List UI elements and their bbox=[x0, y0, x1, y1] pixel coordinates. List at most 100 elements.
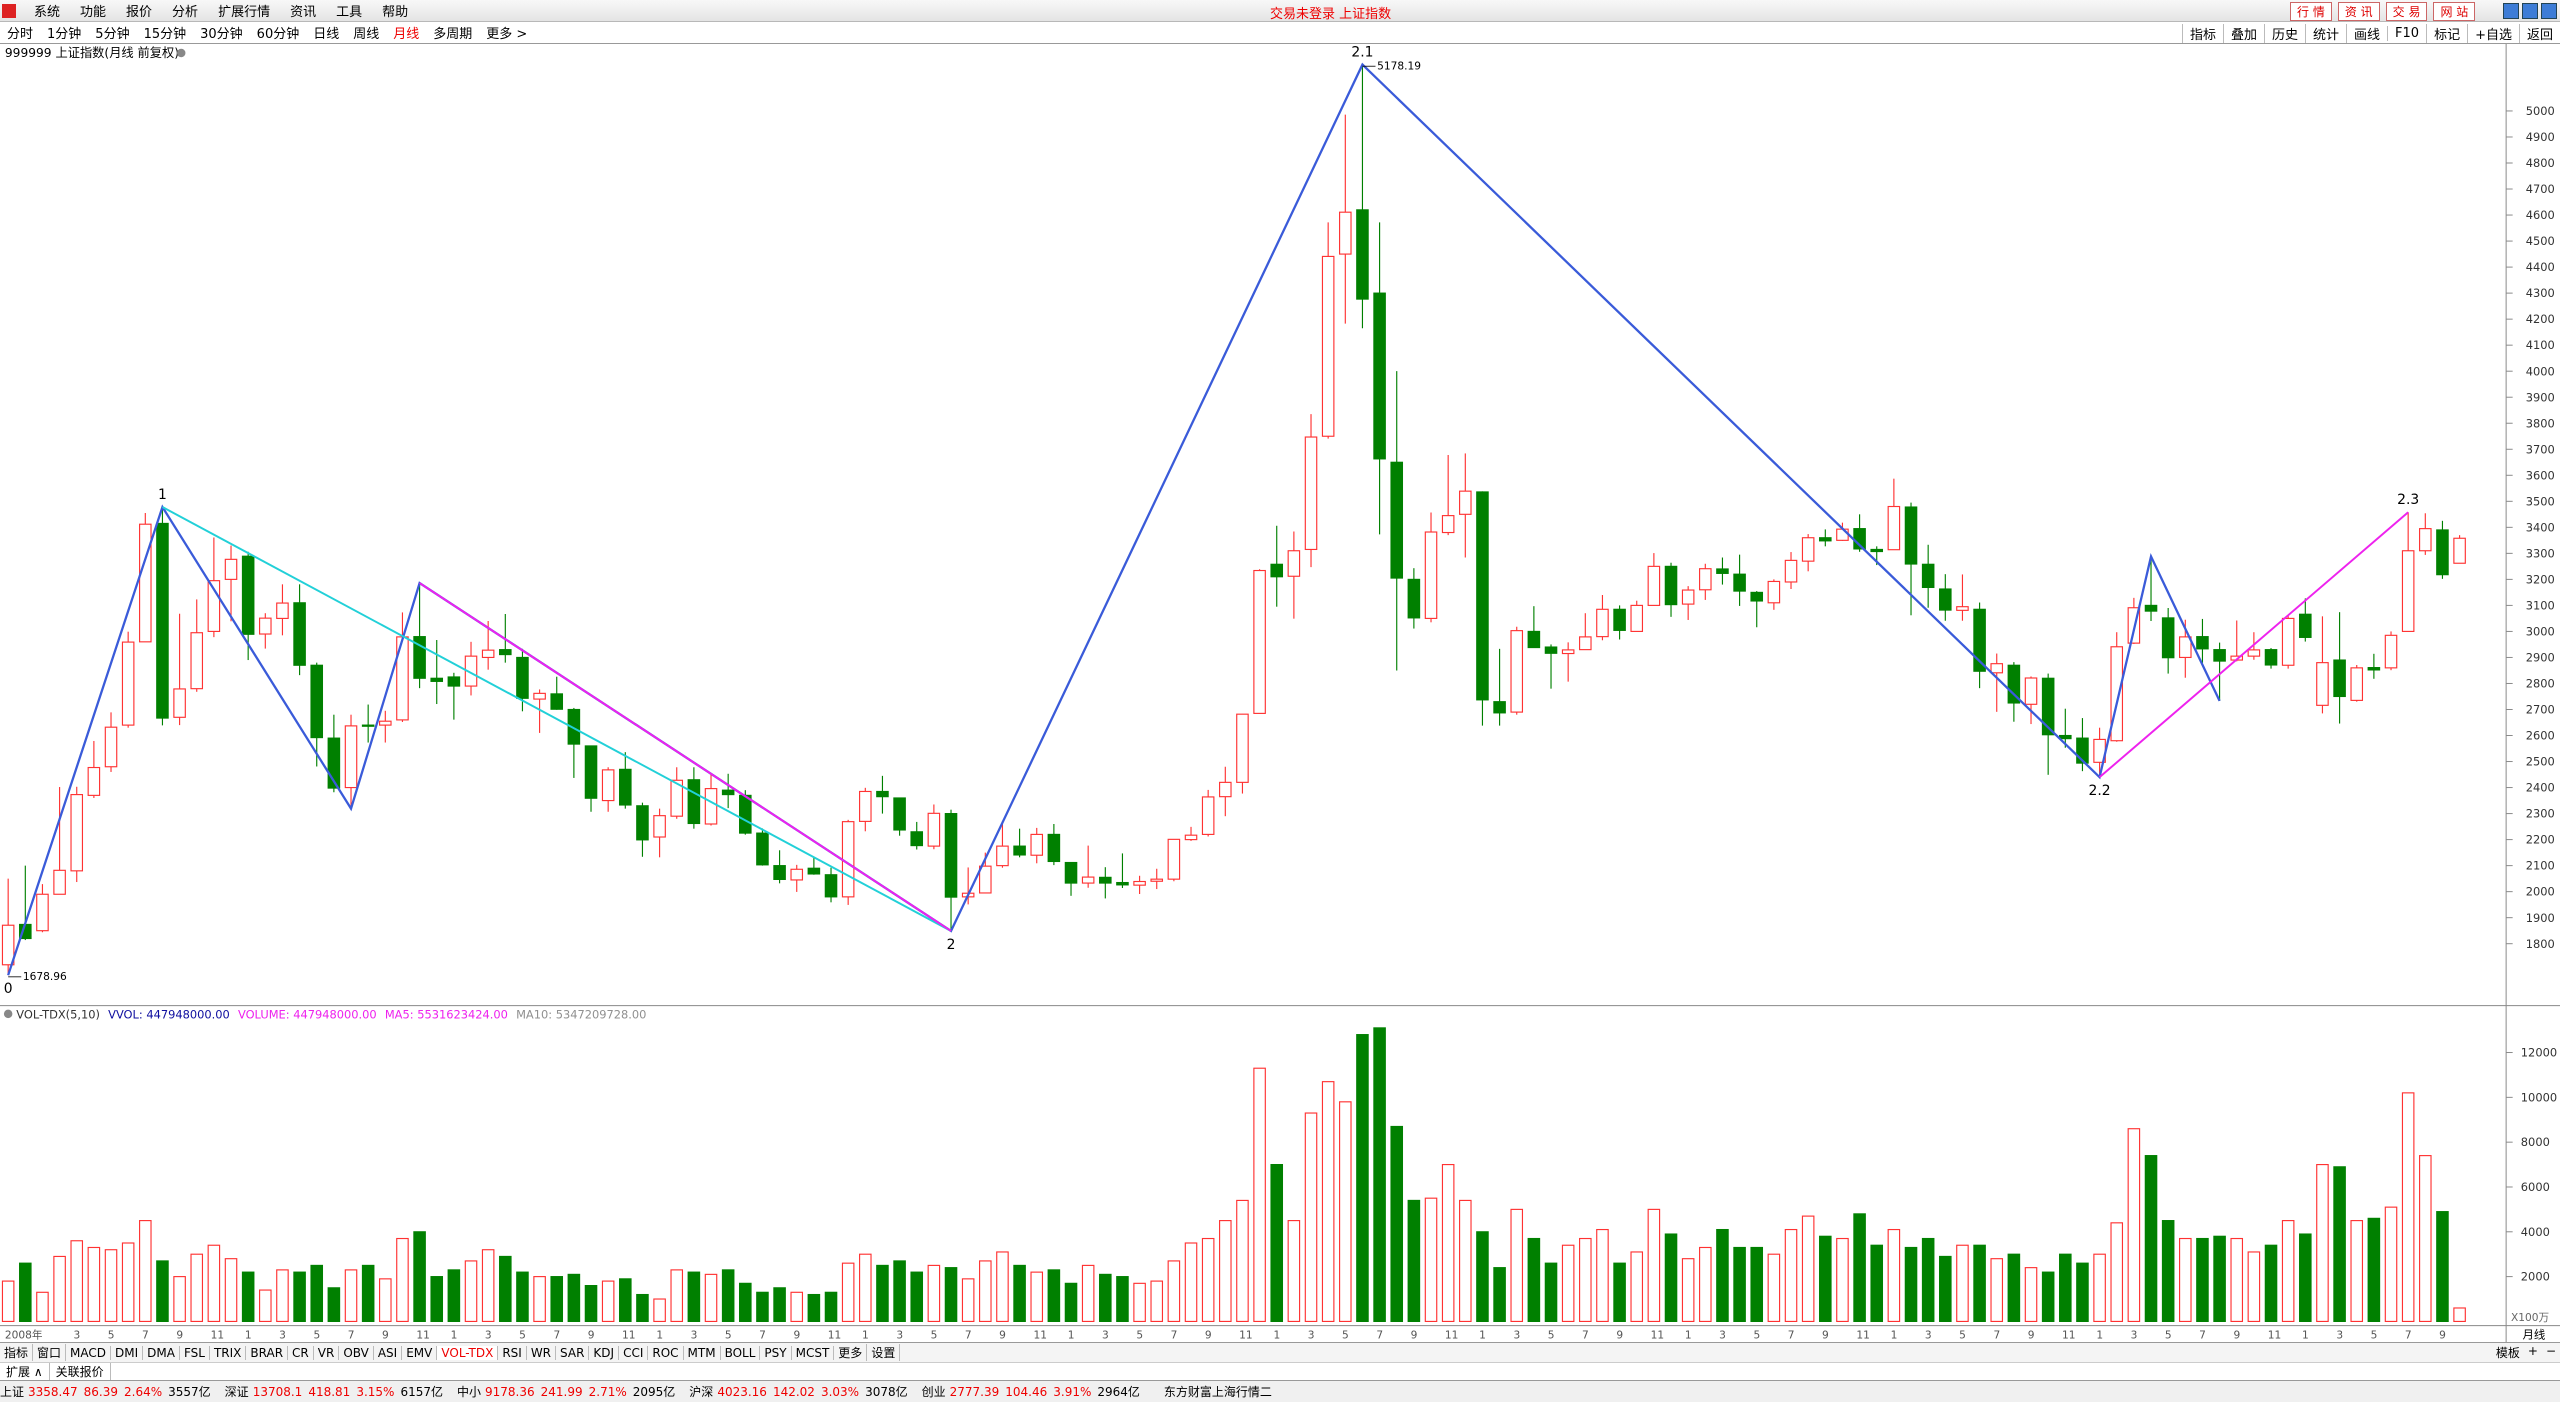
candle-body bbox=[1921, 563, 1935, 589]
period-tab[interactable]: 15分钟 bbox=[143, 27, 187, 42]
menu-button[interactable]: 网 站 bbox=[2433, 2, 2476, 21]
x-tick-label: 7 bbox=[1788, 1329, 1795, 1342]
indicator-tab[interactable]: FSL bbox=[180, 1345, 210, 1360]
candle-body bbox=[2453, 537, 2466, 564]
period-tab[interactable]: 月线 bbox=[393, 27, 420, 42]
tool-button[interactable]: 指标 bbox=[2181, 23, 2223, 43]
indicator-tab[interactable]: MACD bbox=[66, 1345, 112, 1360]
volume-bar bbox=[653, 1298, 666, 1322]
indicator-tab[interactable]: PSY bbox=[760, 1345, 792, 1360]
sub-tab[interactable]: 关联报价 bbox=[50, 1363, 111, 1380]
indicator-tab[interactable]: CCI bbox=[619, 1345, 649, 1360]
tool-button[interactable]: +自选 bbox=[2467, 23, 2519, 43]
menu-button[interactable]: 资 讯 bbox=[2337, 2, 2380, 21]
volume-bar bbox=[2350, 1220, 2364, 1322]
indicator-tab[interactable]: DMA bbox=[143, 1345, 180, 1360]
tool-button[interactable]: 历史 bbox=[2263, 23, 2305, 43]
indicator-tab[interactable]: ROC bbox=[648, 1345, 684, 1360]
volume-bar bbox=[413, 1231, 426, 1322]
window-button[interactable] bbox=[2541, 3, 2557, 19]
y-tick-label: 2500 bbox=[2526, 755, 2555, 769]
volume-bar bbox=[2093, 1253, 2106, 1322]
indicator-tab[interactable]: OBV bbox=[339, 1345, 374, 1360]
window-button[interactable] bbox=[2522, 3, 2538, 19]
y-tick-label: 3700 bbox=[2526, 442, 2555, 456]
menu-item[interactable]: 功能 bbox=[80, 5, 107, 20]
candle-body bbox=[2264, 649, 2278, 666]
menu-item[interactable]: 扩展行情 bbox=[218, 5, 271, 20]
volume-bar bbox=[2401, 1092, 2415, 1322]
indicator-tab[interactable]: MCST bbox=[792, 1345, 835, 1360]
candle-body bbox=[1030, 833, 1044, 856]
indicator-tab[interactable]: 设置 bbox=[867, 1344, 901, 1361]
volume-bar bbox=[567, 1273, 581, 1322]
volume-tick-label: 12000 bbox=[2521, 1046, 2557, 1060]
menu-item[interactable]: 资讯 bbox=[290, 5, 317, 20]
indicator-tab[interactable]: BOLL bbox=[721, 1345, 761, 1360]
tool-button[interactable]: 叠加 bbox=[2222, 23, 2264, 43]
index-name: 上证 bbox=[0, 1385, 25, 1399]
period-tab[interactable]: 周线 bbox=[353, 27, 380, 42]
logo bbox=[2, 3, 16, 18]
tab-control[interactable]: 模板 bbox=[2495, 1346, 2520, 1360]
index-quote: 沪深 4023.16 142.02 3.03% 3078亿 bbox=[689, 1383, 907, 1400]
indicator-tab[interactable]: ASI bbox=[374, 1345, 403, 1360]
indicator-tab[interactable]: VOL-TDX bbox=[437, 1345, 499, 1360]
volume-bar bbox=[1253, 1067, 1266, 1322]
candle-body bbox=[1613, 608, 1626, 631]
menu-item[interactable]: 帮助 bbox=[382, 5, 409, 20]
tool-button[interactable]: 统计 bbox=[2305, 23, 2346, 43]
window-button[interactable] bbox=[2503, 3, 2519, 19]
indicator-tab[interactable]: RSI bbox=[498, 1345, 527, 1360]
indicator-tab[interactable]: KDJ bbox=[589, 1345, 620, 1360]
menu-item[interactable]: 系统 bbox=[34, 5, 61, 20]
volume-bar bbox=[396, 1237, 409, 1322]
volume-bar bbox=[516, 1271, 529, 1322]
period-tab[interactable]: 分时 bbox=[7, 27, 34, 42]
volume-bar bbox=[1441, 1163, 1455, 1322]
indicator-tab[interactable]: DMI bbox=[111, 1345, 144, 1360]
x-tick-label: 11 bbox=[1651, 1329, 1665, 1342]
tool-button[interactable]: 返回 bbox=[2518, 23, 2560, 43]
indicator-tab[interactable]: SAR bbox=[556, 1345, 590, 1360]
period-tab[interactable]: 5分钟 bbox=[95, 27, 130, 42]
menu-item[interactable]: 报价 bbox=[126, 5, 153, 20]
candle-body bbox=[2247, 649, 2261, 657]
indicator-tab[interactable]: TRIX bbox=[210, 1345, 247, 1360]
indicator-tab[interactable]: EMV bbox=[402, 1345, 438, 1360]
indicator-tab[interactable]: BRAR bbox=[246, 1345, 289, 1360]
tab-control[interactable]: + bbox=[2527, 1344, 2538, 1358]
indicator-tab[interactable]: 更多 bbox=[834, 1344, 868, 1361]
tool-button[interactable]: F10 bbox=[2387, 25, 2426, 41]
candle-body bbox=[944, 813, 958, 898]
indicator-tab[interactable]: MTM bbox=[684, 1345, 721, 1360]
candle-body bbox=[687, 779, 701, 825]
indicator-tab[interactable]: CR bbox=[288, 1345, 314, 1360]
x-tick-label: 9 bbox=[999, 1329, 1006, 1342]
tab-control[interactable]: − bbox=[2545, 1344, 2556, 1358]
period-tab[interactable]: 多周期 bbox=[433, 27, 473, 42]
period-tab[interactable]: 更多 > bbox=[486, 27, 528, 42]
candle-body bbox=[1887, 505, 1901, 551]
indicator-tab[interactable]: WR bbox=[527, 1345, 557, 1360]
menu-button[interactable]: 交 易 bbox=[2385, 2, 2428, 21]
index-quote: 深证 13708.1 418.81 3.15% 6157亿 bbox=[225, 1383, 443, 1400]
volume-bar bbox=[1424, 1197, 1438, 1322]
sub-tab[interactable]: 扩展 ∧ bbox=[0, 1363, 50, 1380]
menu-item[interactable]: 分析 bbox=[172, 5, 199, 20]
menu-button[interactable]: 行 情 bbox=[2290, 2, 2332, 21]
menu-item[interactable]: 工具 bbox=[336, 5, 363, 20]
tool-button[interactable]: 标记 bbox=[2426, 23, 2467, 43]
period-tab[interactable]: 1分钟 bbox=[47, 27, 82, 42]
indicator-tab[interactable]: VR bbox=[314, 1345, 340, 1360]
y-tick-label: 2900 bbox=[2526, 651, 2555, 665]
indicator-tab[interactable]: 窗口 bbox=[33, 1344, 67, 1361]
volume-bar bbox=[1939, 1255, 1952, 1322]
indicator-tab[interactable]: 指标 bbox=[0, 1344, 34, 1361]
period-tab[interactable]: 日线 bbox=[313, 27, 340, 42]
period-tab[interactable]: 30分钟 bbox=[200, 27, 243, 42]
tool-button[interactable]: 画线 bbox=[2346, 23, 2387, 43]
x-tick-label: 1 bbox=[1891, 1329, 1898, 1342]
period-tab[interactable]: 60分钟 bbox=[256, 27, 300, 42]
y-tick-label: 3500 bbox=[2526, 494, 2555, 508]
